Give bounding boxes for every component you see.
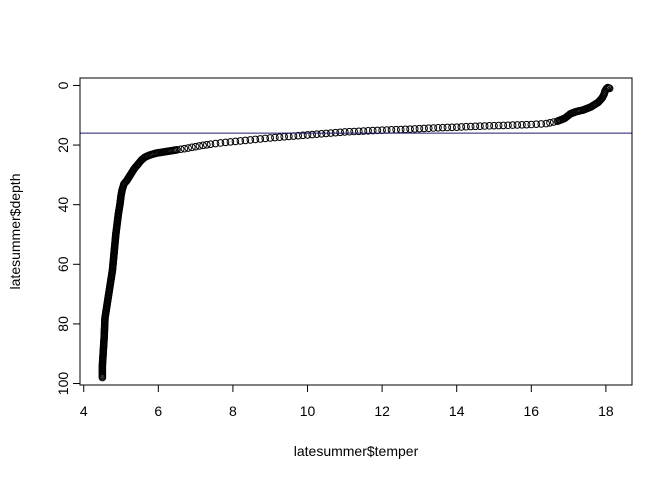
data-point (261, 134, 270, 143)
data-point (221, 138, 230, 147)
data-point (466, 122, 475, 131)
data-point (206, 140, 215, 148)
data-point (299, 131, 307, 140)
data-point (303, 131, 312, 139)
data-point (184, 144, 192, 152)
data-point (364, 127, 372, 135)
data-point (485, 122, 494, 130)
data-point (401, 125, 410, 134)
x-tick-label: 14 (449, 403, 465, 419)
data-point (216, 139, 225, 147)
data-point (448, 123, 456, 132)
data-point (359, 127, 368, 135)
data-point (173, 146, 181, 154)
data-point (508, 121, 517, 129)
data-point (462, 122, 470, 131)
data-point (457, 123, 466, 131)
x-tick-label: 16 (524, 403, 540, 419)
data-point (420, 124, 428, 133)
data-point (424, 124, 433, 133)
data-point (251, 135, 260, 144)
data-point (480, 122, 489, 130)
data-point (471, 122, 480, 131)
data-point (494, 121, 503, 130)
data-point (406, 125, 414, 133)
data-point (236, 137, 245, 145)
data-point (211, 139, 220, 148)
data-point (313, 130, 321, 138)
y-tick-label: 0 (55, 81, 71, 89)
data-point (180, 144, 189, 153)
data-point (499, 121, 508, 130)
data-point (434, 123, 442, 132)
data-point (195, 142, 204, 150)
data-point (513, 121, 522, 129)
data-point (191, 142, 200, 151)
data-point (226, 138, 235, 146)
data-point (605, 84, 614, 93)
data-point (275, 133, 284, 141)
data-point (336, 128, 344, 137)
data-point (546, 119, 554, 127)
data-point (241, 136, 250, 145)
data-point (350, 127, 358, 136)
data-point (429, 124, 438, 132)
x-tick-label: 4 (80, 403, 88, 419)
x-tick-label: 18 (598, 403, 614, 419)
data-point (308, 130, 316, 139)
data-point (271, 133, 279, 142)
data-point (443, 123, 452, 132)
data-point (294, 131, 302, 140)
x-tick-label: 6 (154, 403, 162, 419)
data-point (256, 135, 265, 143)
y-tick-label: 60 (55, 256, 71, 272)
data-point (537, 120, 546, 128)
y-axis-label: latesummer$depth (7, 174, 23, 290)
data-point (345, 127, 354, 136)
x-axis: 4 6 8 10 12 14 16 18 (80, 384, 614, 419)
y-tick-label: 20 (55, 137, 71, 153)
data-point (415, 124, 424, 133)
data-point (355, 127, 363, 136)
data-point (199, 141, 207, 150)
data-point (203, 140, 211, 149)
data-point (532, 120, 541, 128)
data-point (518, 121, 526, 129)
data-point (438, 123, 447, 132)
data-point (368, 126, 377, 135)
x-tick-label: 12 (374, 403, 390, 419)
data-point (266, 134, 275, 142)
data-points (98, 83, 614, 382)
y-tick-label: 100 (55, 372, 71, 396)
y-tick-label: 40 (55, 197, 71, 213)
data-point (373, 126, 382, 135)
data-point (246, 136, 255, 144)
data-point (188, 143, 196, 152)
data-point (410, 125, 419, 133)
y-tick-label: 80 (55, 316, 71, 332)
data-point (341, 128, 349, 136)
data-point (542, 119, 551, 128)
data-point (476, 122, 484, 130)
data-point (504, 121, 512, 130)
y-axis: 0 20 40 60 80 100 (55, 81, 81, 396)
data-point (452, 123, 461, 131)
data-point (176, 145, 185, 154)
data-point (317, 130, 326, 138)
data-point (231, 137, 240, 146)
data-point (490, 121, 498, 130)
data-point (522, 120, 531, 129)
x-tick-label: 10 (300, 403, 316, 419)
x-tick-label: 8 (229, 403, 237, 419)
x-axis-label: latesummer$temper (294, 443, 419, 459)
data-point (527, 120, 536, 129)
